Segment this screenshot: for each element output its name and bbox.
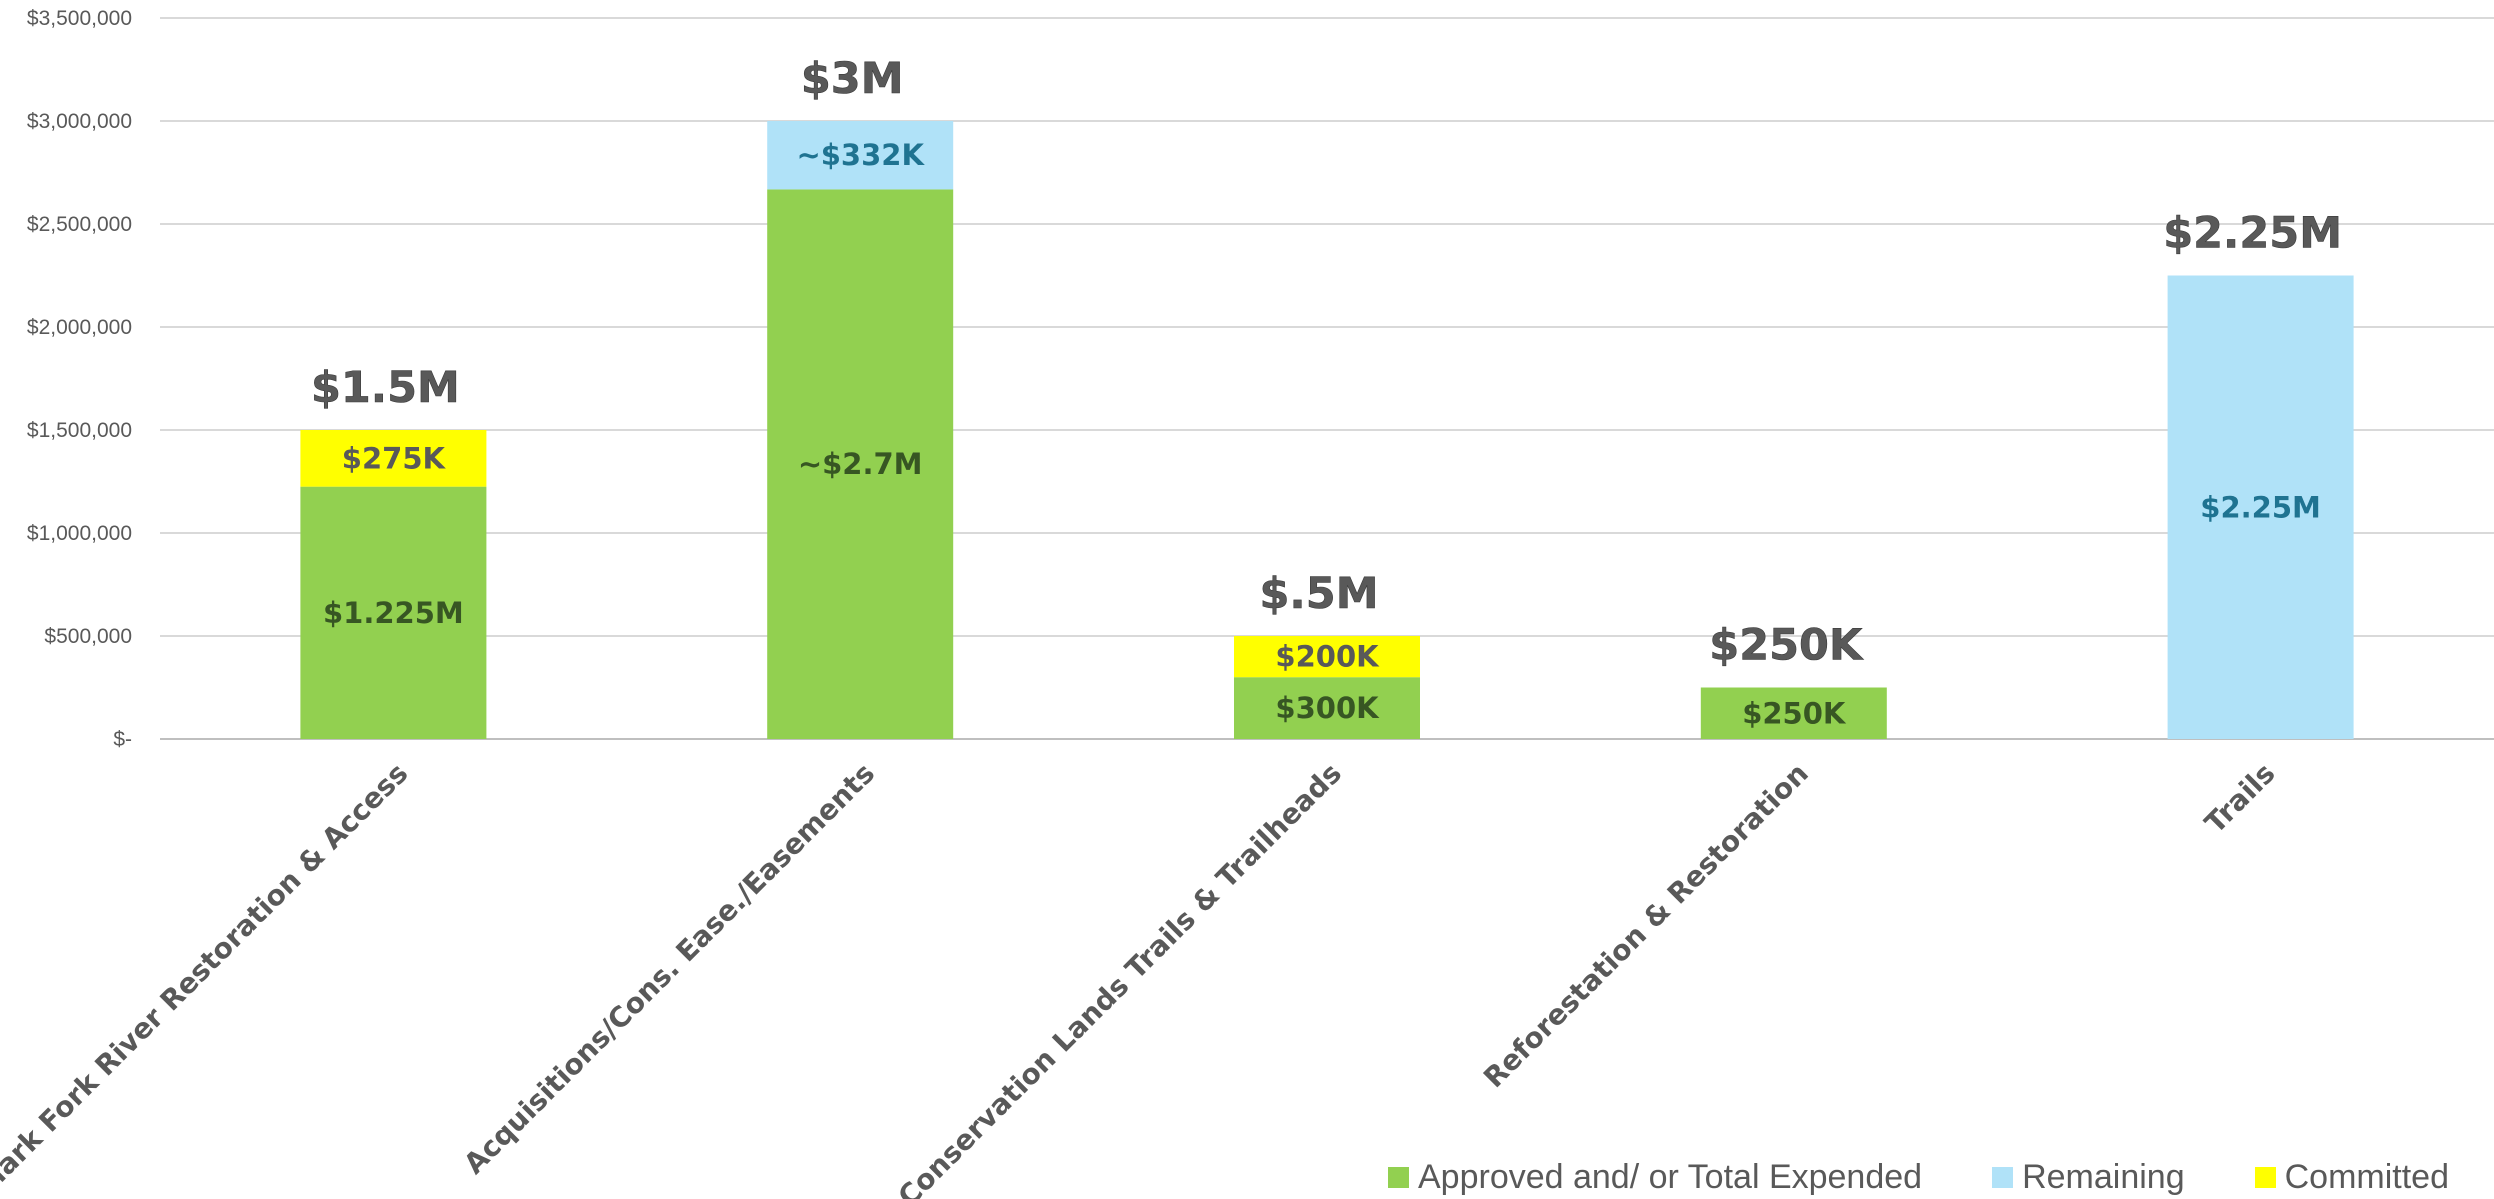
legend-label-approved: Approved and/ or Total Expended <box>1418 1157 1923 1196</box>
data-label: ~$2.7M <box>798 447 923 481</box>
bar-segment <box>1234 636 1420 678</box>
bar-segment <box>1234 677 1420 739</box>
legend-swatch-approved <box>1388 1166 1409 1188</box>
legend-swatch-committed <box>2254 1166 2276 1188</box>
y-tick-label: $3,500,000 <box>27 7 132 30</box>
bar-segment <box>767 121 954 190</box>
bar-segment <box>1700 687 1887 739</box>
bar-segment <box>300 486 487 739</box>
legend-label-remaining: Remaining <box>2022 1157 2185 1196</box>
y-tick-label: $1,000,000 <box>27 522 132 545</box>
total-label: $.5M <box>1260 569 1379 619</box>
y-tick-label: $500,000 <box>44 625 132 648</box>
y-tick-label: $1,500,000 <box>27 419 132 442</box>
category-label: Trails <box>2198 757 2281 840</box>
bar-segment <box>300 430 487 487</box>
category-label: Acquisitions/Cons. Ease./Easements <box>457 757 881 1181</box>
data-label: $2.25M <box>2200 490 2321 524</box>
legend-label-committed: Committed <box>2284 1157 2449 1196</box>
legend-swatch-remaining <box>1992 1166 2014 1188</box>
category-label: Clark Fork River Restoration & Access <box>0 757 414 1199</box>
bar-segment <box>2167 275 2354 739</box>
y-tick-label: $- <box>113 728 132 751</box>
data-label: ~$332K <box>796 138 925 172</box>
total-label: $1.5M <box>311 363 460 413</box>
total-label: $250K <box>1709 621 1864 671</box>
data-label: $300K <box>1275 691 1380 725</box>
category-label: Conservation Lands Trails & Trailheads <box>892 757 1348 1199</box>
total-label: $3M <box>801 54 904 104</box>
bar-segment <box>767 189 954 740</box>
y-tick-label: $2,000,000 <box>27 316 132 339</box>
category-label: Reforestation & Restoration <box>1477 757 1815 1095</box>
y-tick-label: $2,500,000 <box>27 213 132 236</box>
total-label: $2.25M <box>2163 209 2342 259</box>
data-label: $1.225M <box>323 596 464 630</box>
data-label: $200K <box>1275 640 1380 674</box>
legend: Approved and/ or Total Expended Remainin… <box>1388 1157 2449 1197</box>
data-label: $250K <box>1742 696 1847 730</box>
y-tick-label: $3,000,000 <box>27 110 132 133</box>
data-label: $275K <box>342 441 447 475</box>
